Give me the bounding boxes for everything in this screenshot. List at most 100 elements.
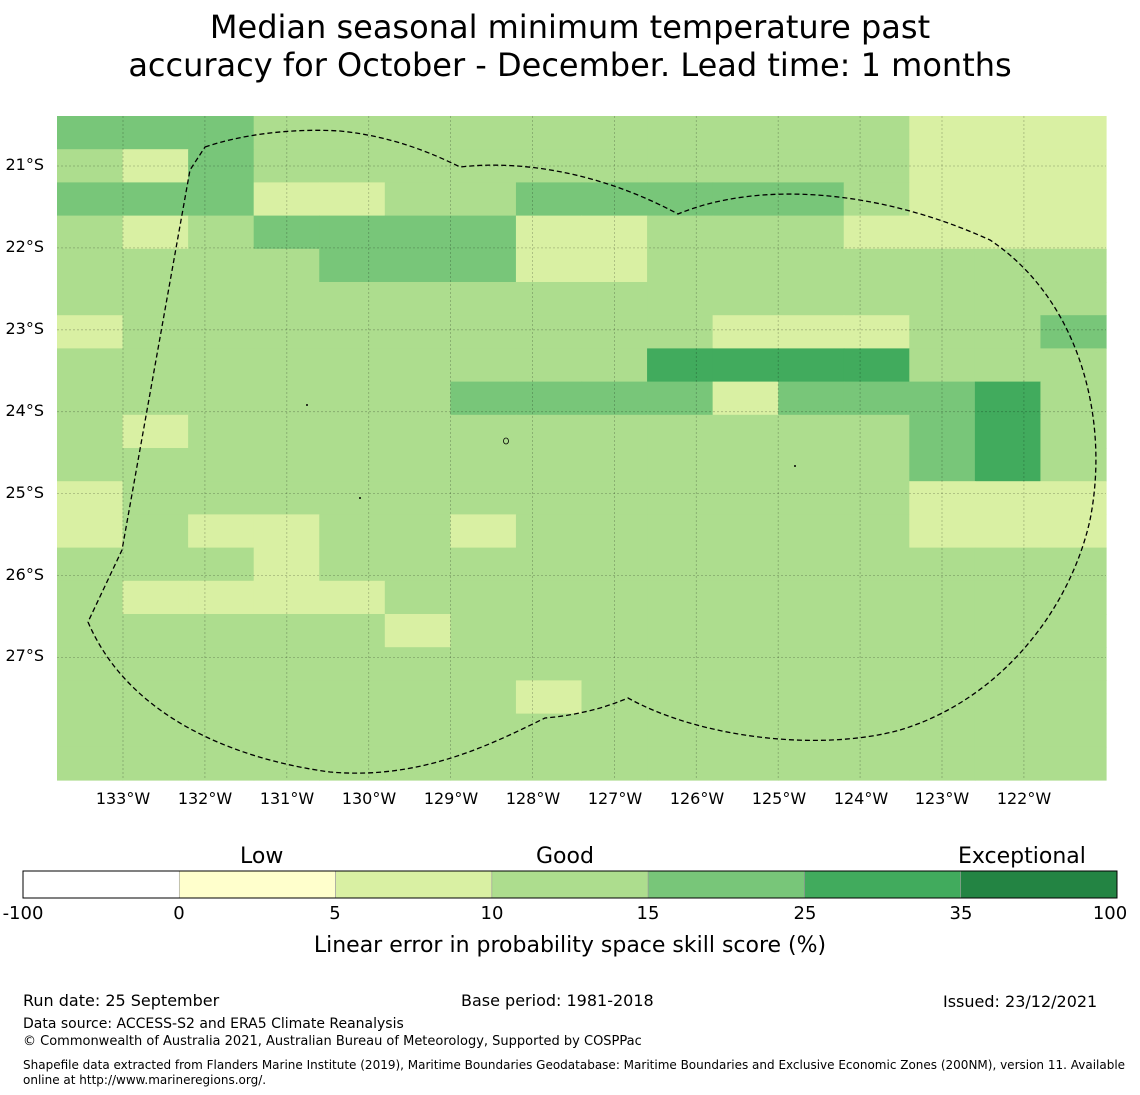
heatmap-cell xyxy=(188,713,255,748)
shapefile-credit-line-2: online at http://www.marineregions.org/. xyxy=(23,1073,267,1087)
heatmap-cell xyxy=(122,149,189,183)
heatmap-cell xyxy=(647,448,714,482)
heatmap-cell xyxy=(909,215,976,250)
heatmap-cell xyxy=(974,182,1042,217)
heatmap-cell xyxy=(188,647,255,681)
lat-label: 24°S xyxy=(5,401,44,420)
heatmap-cell xyxy=(515,680,583,715)
heatmap-cell xyxy=(188,414,255,449)
heatmap-cell xyxy=(909,116,976,150)
heatmap-cell xyxy=(843,215,910,250)
heatmap-cell xyxy=(122,647,189,681)
heatmap-cell xyxy=(778,282,845,316)
heatmap-cells xyxy=(57,116,1107,781)
graticule xyxy=(57,116,1106,780)
heatmap-cell xyxy=(647,381,714,416)
heatmap-cell xyxy=(384,547,451,582)
heatmap-cell xyxy=(843,448,910,482)
heatmap-cell xyxy=(384,149,451,183)
heatmap-cell xyxy=(188,315,255,349)
heatmap-cell xyxy=(253,680,320,715)
heatmap-cell xyxy=(450,116,517,150)
heatmap-cell xyxy=(515,116,583,150)
lon-label: 125°W xyxy=(751,789,807,808)
heatmap-cell xyxy=(122,282,189,316)
heatmap-cell xyxy=(581,215,648,250)
heatmap-cell xyxy=(1040,713,1107,748)
lon-label: 128°W xyxy=(505,789,561,808)
heatmap-cell xyxy=(778,248,845,283)
heatmap-cell xyxy=(778,680,845,715)
heatmap-cell xyxy=(909,348,976,383)
heatmap-cell xyxy=(581,248,648,283)
heatmap-cell xyxy=(450,182,517,217)
heatmap-cell xyxy=(57,481,124,515)
heatmap-cell xyxy=(974,315,1042,349)
data-source: Data source: ACCESS-S2 and ERA5 Climate … xyxy=(23,1016,404,1032)
heatmap-cell xyxy=(647,315,714,349)
heatmap-cell xyxy=(974,481,1042,515)
heatmap-cell xyxy=(712,713,779,748)
heatmap-cell xyxy=(515,713,583,748)
heatmap-cell xyxy=(778,315,845,349)
heatmap-cell xyxy=(778,348,845,383)
heatmap-cell xyxy=(122,116,189,150)
heatmap-cell xyxy=(515,448,583,482)
heatmap-cell xyxy=(57,182,124,217)
heatmap-cell xyxy=(319,381,386,416)
heatmap-cell xyxy=(974,282,1042,316)
heatmap-cell xyxy=(647,282,714,316)
heatmap-cell xyxy=(384,348,451,383)
heatmap-cell xyxy=(384,381,451,416)
heatmap-cell xyxy=(843,647,910,681)
heatmap-cell xyxy=(647,414,714,449)
heatmap-cell xyxy=(188,514,255,549)
heatmap-cell xyxy=(581,481,648,515)
heatmap-cell xyxy=(778,448,845,482)
heatmap-cell xyxy=(974,381,1042,416)
heatmap-cell xyxy=(122,182,189,217)
heatmap-cell xyxy=(253,481,320,515)
heatmap-cell xyxy=(319,547,386,582)
heatmap-cell xyxy=(57,713,124,748)
heatmap-cell xyxy=(57,215,124,250)
colorbar-tick: 15 xyxy=(636,903,660,924)
heatmap-cell xyxy=(909,315,976,349)
heatmap-cell xyxy=(188,116,255,150)
heatmap-cell xyxy=(909,182,976,217)
lon-label: 131°W xyxy=(259,789,315,808)
heatmap-cell xyxy=(778,547,845,582)
heatmap-cell xyxy=(647,647,714,681)
heatmap-cell xyxy=(122,248,189,283)
title-line-1: Median seasonal minimum temperature past xyxy=(209,8,931,46)
heatmap-cell xyxy=(712,580,779,615)
heatmap-cell xyxy=(909,614,976,648)
island-marker xyxy=(306,404,308,406)
heatmap-cell xyxy=(57,680,124,715)
heatmap-cell xyxy=(647,116,714,150)
heatmap-cell xyxy=(647,514,714,549)
colorbar-tick: 0 xyxy=(173,903,185,924)
heatmap-cell xyxy=(57,414,124,449)
eez-boundary xyxy=(87,129,1097,774)
heatmap-cell xyxy=(712,348,779,383)
heatmap-cell xyxy=(1040,514,1107,549)
lat-label: 22°S xyxy=(5,237,44,256)
shapefile-credit-line-1: Shapefile data extracted from Flanders M… xyxy=(23,1058,1126,1072)
heatmap-cell xyxy=(319,481,386,515)
category-label-good: Good xyxy=(536,844,594,869)
heatmap-cell xyxy=(1040,381,1107,416)
heatmap-cell xyxy=(122,746,189,781)
heatmap-cell xyxy=(122,680,189,715)
heatmap-cell xyxy=(384,248,451,283)
heatmap-cell xyxy=(253,116,320,150)
heatmap-cell xyxy=(581,116,648,150)
heatmap-cell xyxy=(843,580,910,615)
heatmap-cell xyxy=(188,381,255,416)
heatmap-cell xyxy=(515,381,583,416)
heatmap-cell xyxy=(450,680,517,715)
heatmap-cell xyxy=(384,116,451,150)
heatmap-cell xyxy=(843,381,910,416)
heatmap-cell xyxy=(188,481,255,515)
heatmap-cell xyxy=(188,580,255,615)
